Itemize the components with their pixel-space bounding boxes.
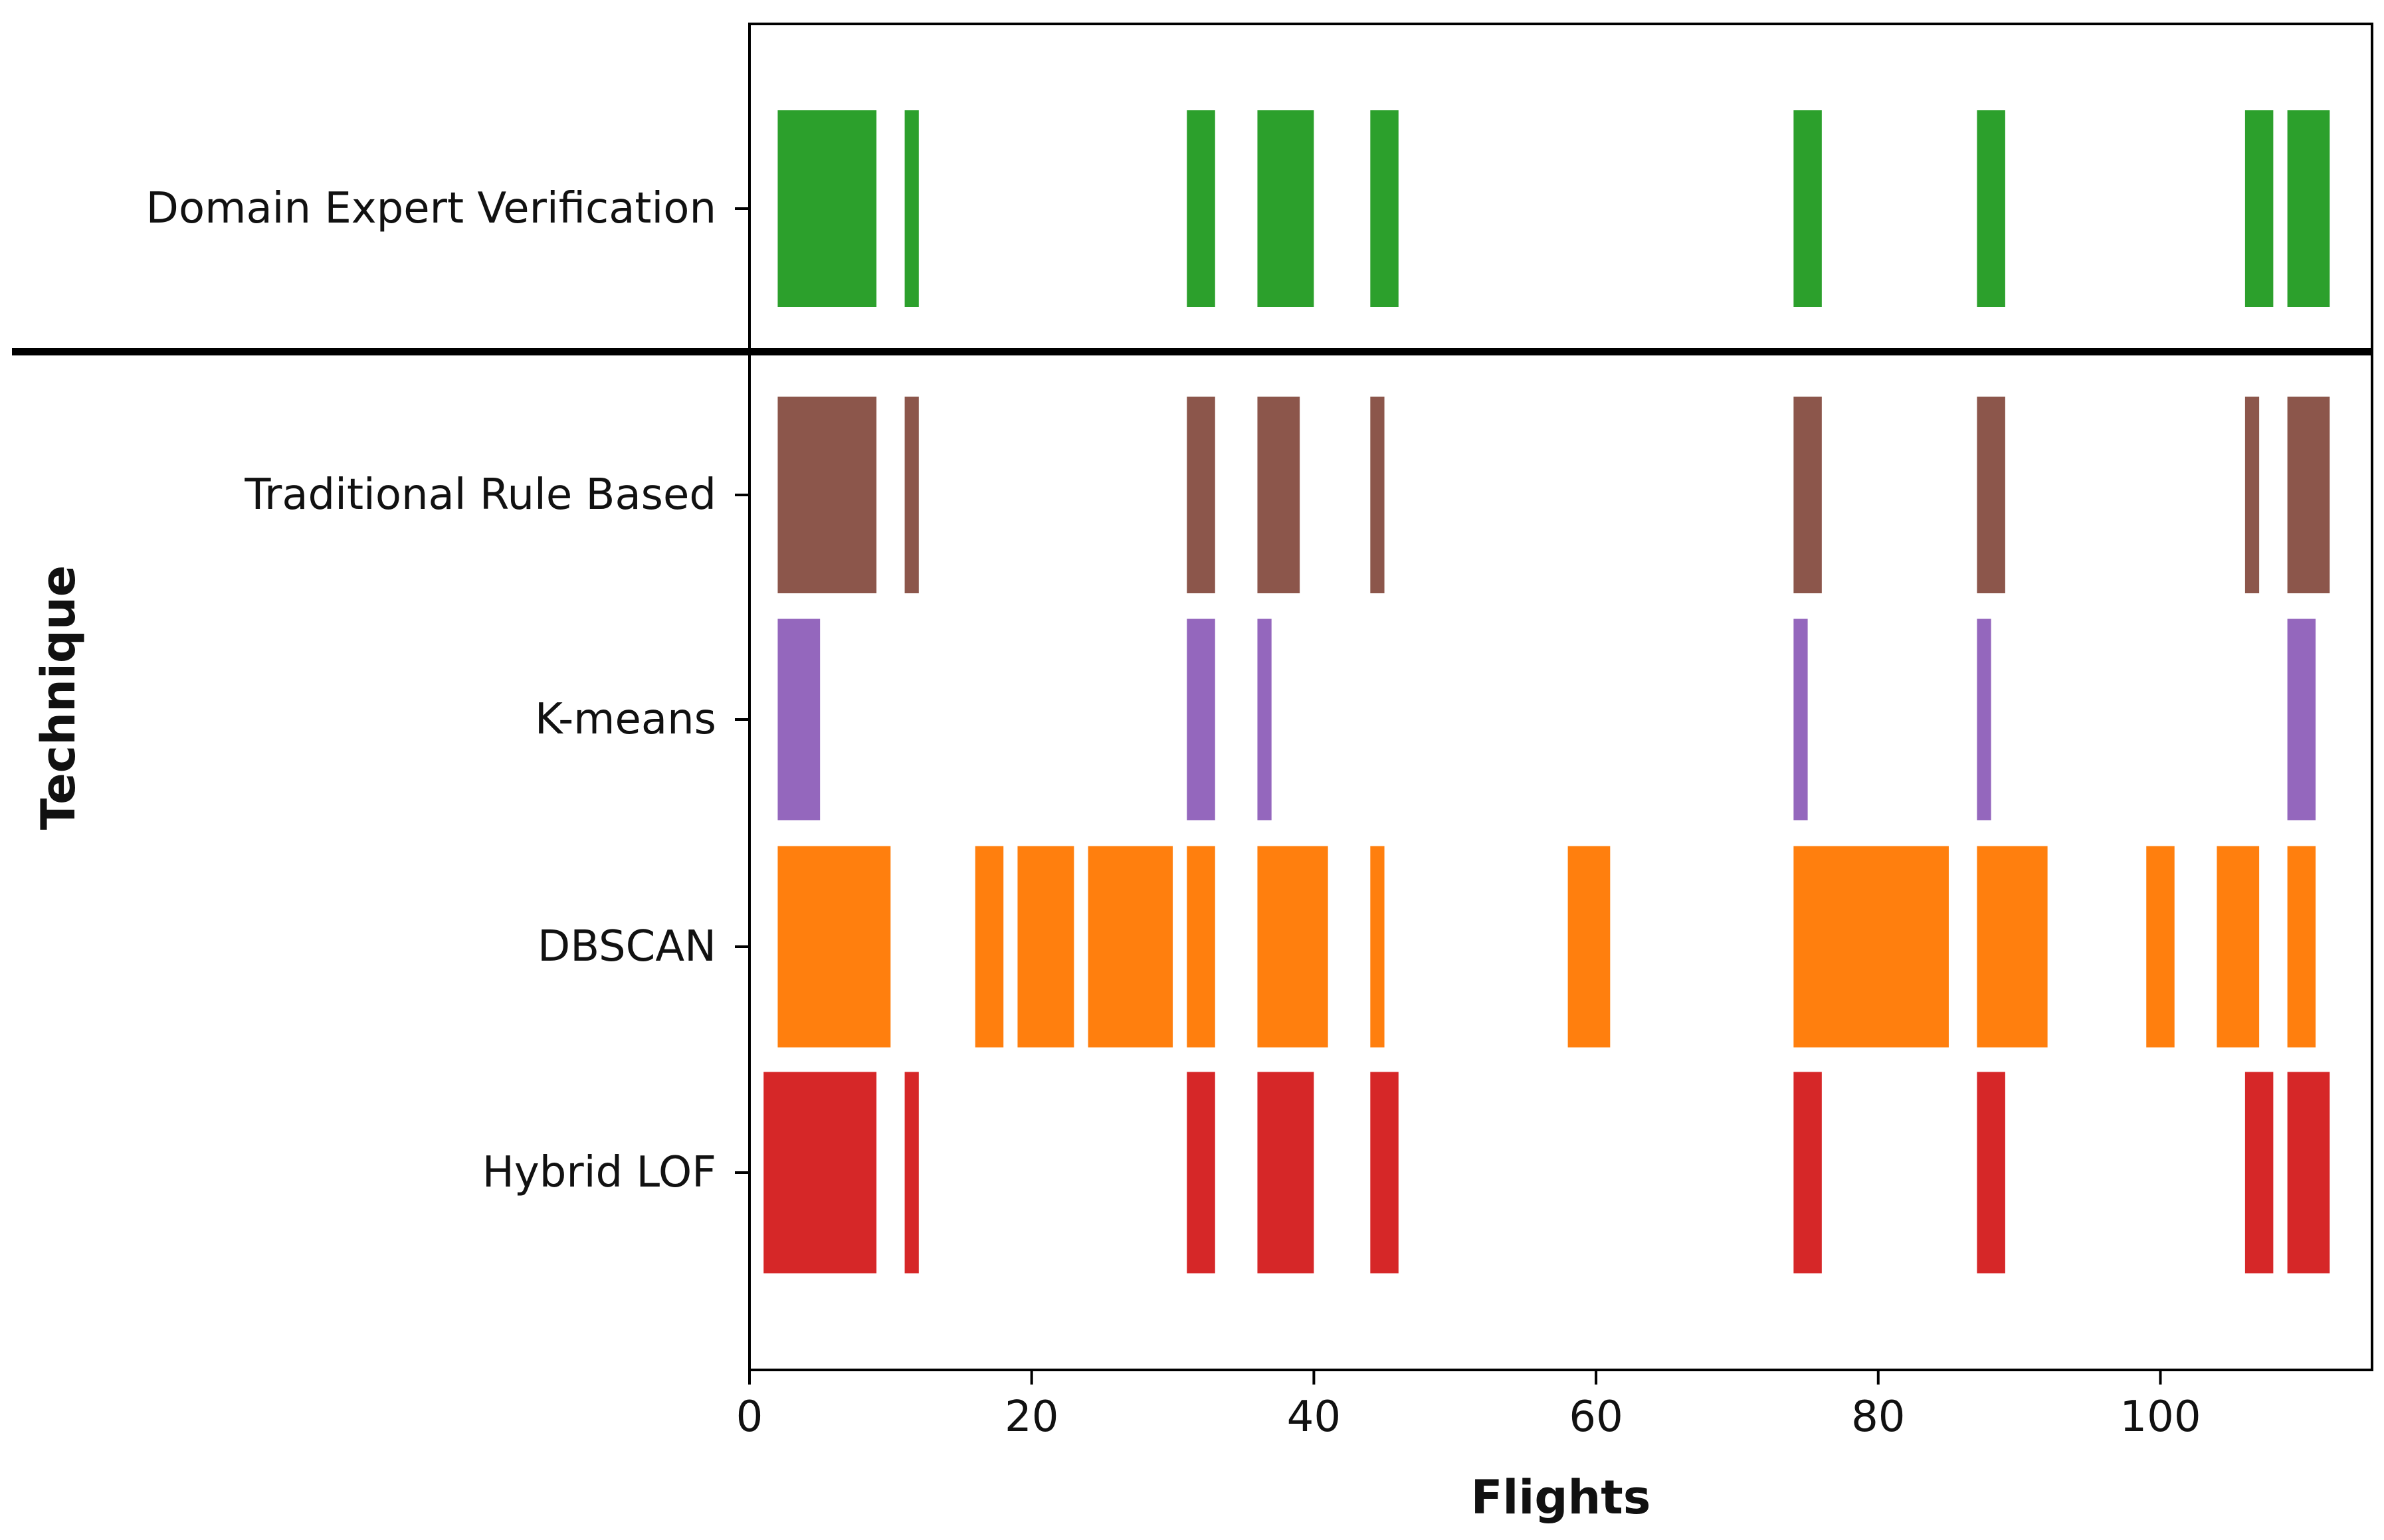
bar-dbscan-2 xyxy=(975,846,1004,1048)
bar-k-means-4 xyxy=(1793,619,1808,820)
bar-traditional-rule-based-4 xyxy=(1257,397,1300,593)
bar-domain-expert-verification-6 xyxy=(1793,110,1822,307)
bar-k-means-6 xyxy=(2287,619,2316,820)
bar-dbscan-10 xyxy=(1977,846,2048,1048)
bar-hybrid-lof-2 xyxy=(904,1072,919,1274)
bar-dbscan-12 xyxy=(2217,846,2260,1048)
bar-k-means-3 xyxy=(1257,619,1272,820)
bar-domain-expert-verification-5 xyxy=(1370,110,1399,307)
x-axis-label: Flights xyxy=(1471,1470,1651,1525)
x-tick-label-60: 60 xyxy=(1569,1393,1623,1442)
bar-hybrid-lof-4 xyxy=(1257,1072,1314,1274)
bar-hybrid-lof-9 xyxy=(2287,1072,2330,1274)
x-tick-label-20: 20 xyxy=(1005,1393,1058,1442)
bar-dbscan-3 xyxy=(1017,846,1074,1048)
bar-hybrid-lof-3 xyxy=(1187,1072,1215,1274)
bar-dbscan-1 xyxy=(777,846,891,1048)
bar-hybrid-lof-1 xyxy=(763,1072,877,1274)
bar-traditional-rule-based-7 xyxy=(1977,397,2005,593)
bar-dbscan-13 xyxy=(2287,846,2316,1048)
y-tick-label-dbscan: DBSCAN xyxy=(538,922,716,971)
bar-traditional-rule-based-6 xyxy=(1793,397,1822,593)
bar-traditional-rule-based-9 xyxy=(2287,397,2330,593)
bar-domain-expert-verification-1 xyxy=(777,110,877,307)
bar-k-means-2 xyxy=(1187,619,1215,820)
bar-domain-expert-verification-8 xyxy=(2244,110,2274,307)
x-tick-label-100: 100 xyxy=(2120,1393,2201,1442)
y-tick-label-hybrid-lof: Hybrid LOF xyxy=(482,1148,716,1197)
bar-dbscan-4 xyxy=(1088,846,1173,1048)
bar-domain-expert-verification-2 xyxy=(904,110,919,307)
y-ticks: Domain Expert Verification Traditional Ru… xyxy=(146,184,749,1197)
bar-k-means-5 xyxy=(1977,619,1991,820)
bars-layer xyxy=(763,110,2330,1274)
y-tick-label-traditional-rule-based: Traditional Rule Based xyxy=(244,470,716,520)
x-tick-label-40: 40 xyxy=(1287,1393,1341,1442)
bar-dbscan-5 xyxy=(1187,846,1215,1048)
x-tick-label-0: 0 xyxy=(736,1393,763,1442)
bar-traditional-rule-based-3 xyxy=(1187,397,1215,593)
x-ticks: 0 20 40 60 80 100 xyxy=(736,1370,2201,1442)
bar-traditional-rule-based-2 xyxy=(904,397,919,593)
bar-k-means-1 xyxy=(777,619,821,820)
y-axis-label: Technique xyxy=(31,565,86,830)
bar-traditional-rule-based-8 xyxy=(2244,397,2260,593)
bar-hybrid-lof-7 xyxy=(1977,1072,2005,1274)
bar-domain-expert-verification-7 xyxy=(1977,110,2005,307)
bar-domain-expert-verification-9 xyxy=(2287,110,2330,307)
bar-dbscan-7 xyxy=(1370,846,1385,1048)
bar-hybrid-lof-5 xyxy=(1370,1072,1399,1274)
y-tick-label-domain-expert-verification: Domain Expert Verification xyxy=(146,184,716,233)
bar-dbscan-8 xyxy=(1567,846,1611,1048)
bar-hybrid-lof-8 xyxy=(2244,1072,2274,1274)
x-tick-label-80: 80 xyxy=(1851,1393,1905,1442)
bar-hybrid-lof-6 xyxy=(1793,1072,1822,1274)
bar-domain-expert-verification-4 xyxy=(1257,110,1314,307)
bar-dbscan-9 xyxy=(1793,846,1949,1048)
bar-dbscan-11 xyxy=(2146,846,2175,1048)
bar-domain-expert-verification-3 xyxy=(1187,110,1215,307)
plot-frame xyxy=(748,23,2373,1371)
bar-traditional-rule-based-1 xyxy=(777,397,877,593)
bar-dbscan-6 xyxy=(1257,846,1328,1048)
y-tick-label-k-means: K-means xyxy=(535,695,716,744)
bar-traditional-rule-based-5 xyxy=(1370,397,1385,593)
